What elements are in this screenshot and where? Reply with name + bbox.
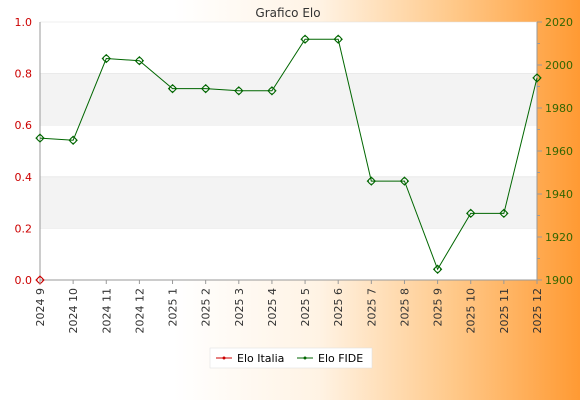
- x-tick-label: 2025 5: [299, 288, 312, 327]
- chart-title: Grafico Elo: [255, 6, 320, 20]
- x-tick-label: 2025 6: [332, 288, 345, 327]
- point-ring-elo-fide: [69, 136, 77, 144]
- legend-label-elo-italia: Elo Italia: [237, 352, 284, 365]
- x-tick-label: 2025 1: [167, 288, 180, 327]
- legend-box: [209, 347, 373, 369]
- left-tick-label: 0.0: [15, 274, 33, 287]
- x-tick-label: 2025 11: [498, 288, 511, 334]
- point-ring-elo-fide: [500, 209, 508, 217]
- x-tick-label: 2024 10: [67, 288, 80, 334]
- right-tick-label: 1980: [545, 102, 573, 115]
- left-tick-label: 0.2: [15, 222, 33, 235]
- point-ring-elo-fide: [169, 85, 176, 93]
- x-tick-label: 2024 12: [133, 288, 146, 334]
- left-tick-label: 1.0: [15, 16, 33, 29]
- legend-marker-elo-italia: [222, 356, 226, 360]
- left-tick-label: 0.6: [15, 119, 33, 132]
- left-tick-label: 0.4: [15, 171, 33, 184]
- right-tick-label: 1940: [545, 188, 573, 201]
- x-tick-label: 2025 12: [531, 288, 544, 334]
- point-ring-elo-fide: [434, 265, 442, 273]
- x-tick-label: 2024 9: [34, 288, 47, 327]
- point-ring-elo-fide: [235, 87, 243, 95]
- left-tick-label: 0.8: [15, 68, 33, 81]
- x-tick-label: 2025 4: [266, 288, 279, 327]
- point-ring-elo-fide: [401, 177, 408, 185]
- x-tick-label: 2025 7: [365, 288, 378, 327]
- point-ring-elo-fide: [301, 35, 309, 43]
- x-tick-label: 2025 10: [465, 288, 478, 334]
- point-ring-elo-fide: [334, 35, 342, 43]
- x-tick-label: 2025 3: [233, 288, 246, 327]
- legend-marker-elo-fide: [303, 356, 307, 360]
- x-tick-label: 2025 2: [200, 288, 213, 327]
- point-ring-elo-fide: [467, 209, 475, 217]
- legend-label-elo-fide: Elo FIDE: [318, 352, 363, 365]
- point-ring-elo-fide: [367, 177, 375, 185]
- point-ring-elo-fide: [202, 85, 210, 93]
- x-tick-label: 2024 11: [100, 288, 113, 334]
- right-tick-label: 1960: [545, 145, 573, 158]
- right-tick-label: 1920: [545, 231, 573, 244]
- grid-band: [40, 176, 537, 229]
- point-ring-elo-fide: [135, 57, 143, 65]
- series-line-elo-fide: [39, 38, 538, 271]
- grid-band: [40, 73, 537, 126]
- right-tick-label: 2020: [545, 16, 573, 29]
- point-ring-elo-fide: [268, 87, 276, 95]
- point-ring-elo-fide: [102, 55, 110, 62]
- legend: Elo Italia Elo FIDE: [209, 347, 373, 369]
- plot-area: [40, 22, 537, 280]
- right-tick-label: 1900: [545, 274, 573, 287]
- point-ring-elo-fide: [36, 134, 44, 142]
- x-tick-label: 2025 9: [432, 288, 445, 327]
- point-ring-elo-fide: [533, 74, 541, 82]
- x-tick-label: 2025 8: [398, 288, 411, 327]
- right-tick-label: 2000: [545, 59, 573, 72]
